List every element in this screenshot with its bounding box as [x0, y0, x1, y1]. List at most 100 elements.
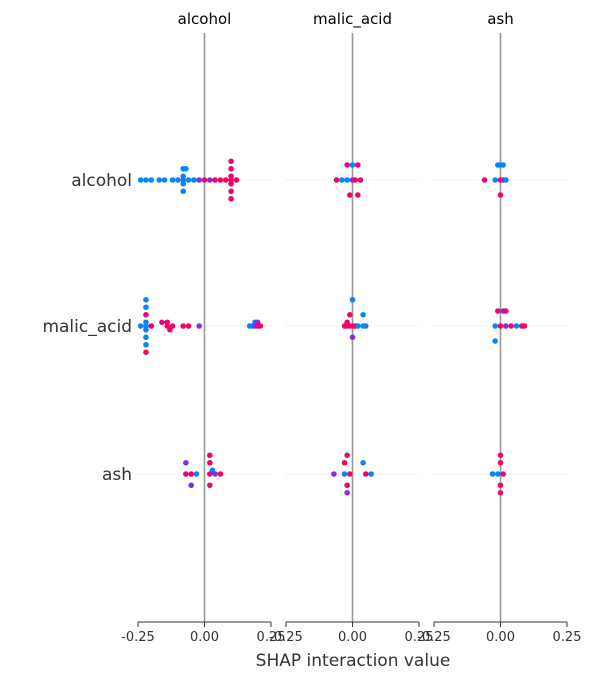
data-point: [490, 471, 496, 477]
data-point: [334, 177, 340, 183]
data-point: [202, 177, 208, 183]
data-point: [498, 452, 504, 458]
data-point: [228, 166, 234, 172]
data-point: [363, 471, 369, 477]
data-point: [344, 162, 350, 168]
data-point: [143, 304, 149, 310]
data-point: [514, 323, 520, 329]
data-point: [183, 166, 189, 172]
data-point: [344, 490, 350, 496]
data-point: [234, 177, 240, 183]
data-point: [492, 338, 498, 344]
data-point: [186, 177, 192, 183]
data-point: [194, 471, 200, 477]
data-point: [143, 297, 149, 303]
data-point: [149, 323, 155, 329]
data-point: [156, 177, 162, 183]
panel-title: ash: [487, 10, 514, 28]
data-point: [347, 192, 353, 198]
data-point: [500, 162, 506, 168]
data-point: [183, 471, 189, 477]
data-point: [358, 177, 364, 183]
data-point: [218, 177, 224, 183]
data-point: [143, 327, 149, 333]
data-point: [355, 192, 361, 198]
data-point: [138, 177, 144, 183]
data-point: [186, 323, 192, 329]
data-point: [159, 319, 165, 325]
data-point: [495, 308, 501, 314]
data-point: [498, 490, 504, 496]
data-point: [360, 460, 366, 466]
data-point: [368, 471, 374, 477]
data-point: [339, 177, 345, 183]
x-tick-label: -0.25: [121, 630, 155, 645]
data-point: [355, 323, 361, 329]
data-point: [212, 177, 218, 183]
data-point: [183, 460, 189, 466]
data-point: [207, 177, 213, 183]
data-point: [503, 177, 509, 183]
data-point: [344, 482, 350, 488]
data-point: [180, 188, 186, 194]
data-point: [228, 188, 234, 194]
data-point: [331, 471, 337, 477]
data-point: [258, 323, 264, 329]
data-point: [143, 349, 149, 355]
row-label: alcohol: [71, 171, 132, 191]
data-point: [495, 471, 501, 477]
row-label: malic_acid: [42, 317, 132, 337]
data-point: [347, 312, 353, 318]
panel-title: alcohol: [178, 10, 232, 28]
data-point: [180, 181, 186, 187]
data-point: [143, 312, 149, 318]
data-point: [503, 308, 509, 314]
data-point: [344, 177, 350, 183]
data-point: [352, 177, 358, 183]
data-point: [143, 177, 149, 183]
data-point: [162, 177, 168, 183]
data-point: [223, 177, 229, 183]
x-tick-label: 0.00: [338, 630, 367, 645]
data-point: [498, 192, 504, 198]
x-tick-label: 0.00: [486, 630, 515, 645]
data-point: [143, 342, 149, 348]
x-tick-label: -0.25: [269, 630, 303, 645]
data-point: [498, 460, 504, 466]
x-axis-label: SHAP interaction value: [256, 651, 451, 671]
data-point: [175, 177, 181, 183]
data-point: [207, 460, 213, 466]
data-point: [500, 471, 506, 477]
data-point: [360, 312, 366, 318]
data-point: [363, 323, 369, 329]
data-point: [138, 323, 144, 329]
row-label: ash: [102, 465, 132, 485]
data-point: [347, 471, 353, 477]
data-point: [207, 452, 213, 458]
data-point: [350, 162, 356, 168]
data-point: [355, 162, 361, 168]
data-point: [167, 327, 173, 333]
data-point: [191, 177, 197, 183]
panel-title: malic_acid: [313, 10, 392, 29]
x-tick-label: -0.25: [417, 630, 451, 645]
data-point: [522, 323, 528, 329]
data-point: [342, 471, 348, 477]
data-point: [508, 323, 514, 329]
data-point: [350, 297, 356, 303]
data-point: [498, 323, 504, 329]
data-point: [196, 323, 202, 329]
data-point: [503, 323, 509, 329]
x-tick-label: 0.00: [190, 630, 219, 645]
data-point: [149, 177, 155, 183]
data-point: [228, 196, 234, 202]
data-point: [228, 158, 234, 164]
data-point: [482, 177, 488, 183]
data-point: [498, 482, 504, 488]
data-point: [143, 334, 149, 340]
data-point: [350, 334, 356, 340]
data-point: [342, 460, 348, 466]
data-point: [207, 471, 213, 477]
data-point: [170, 177, 176, 183]
